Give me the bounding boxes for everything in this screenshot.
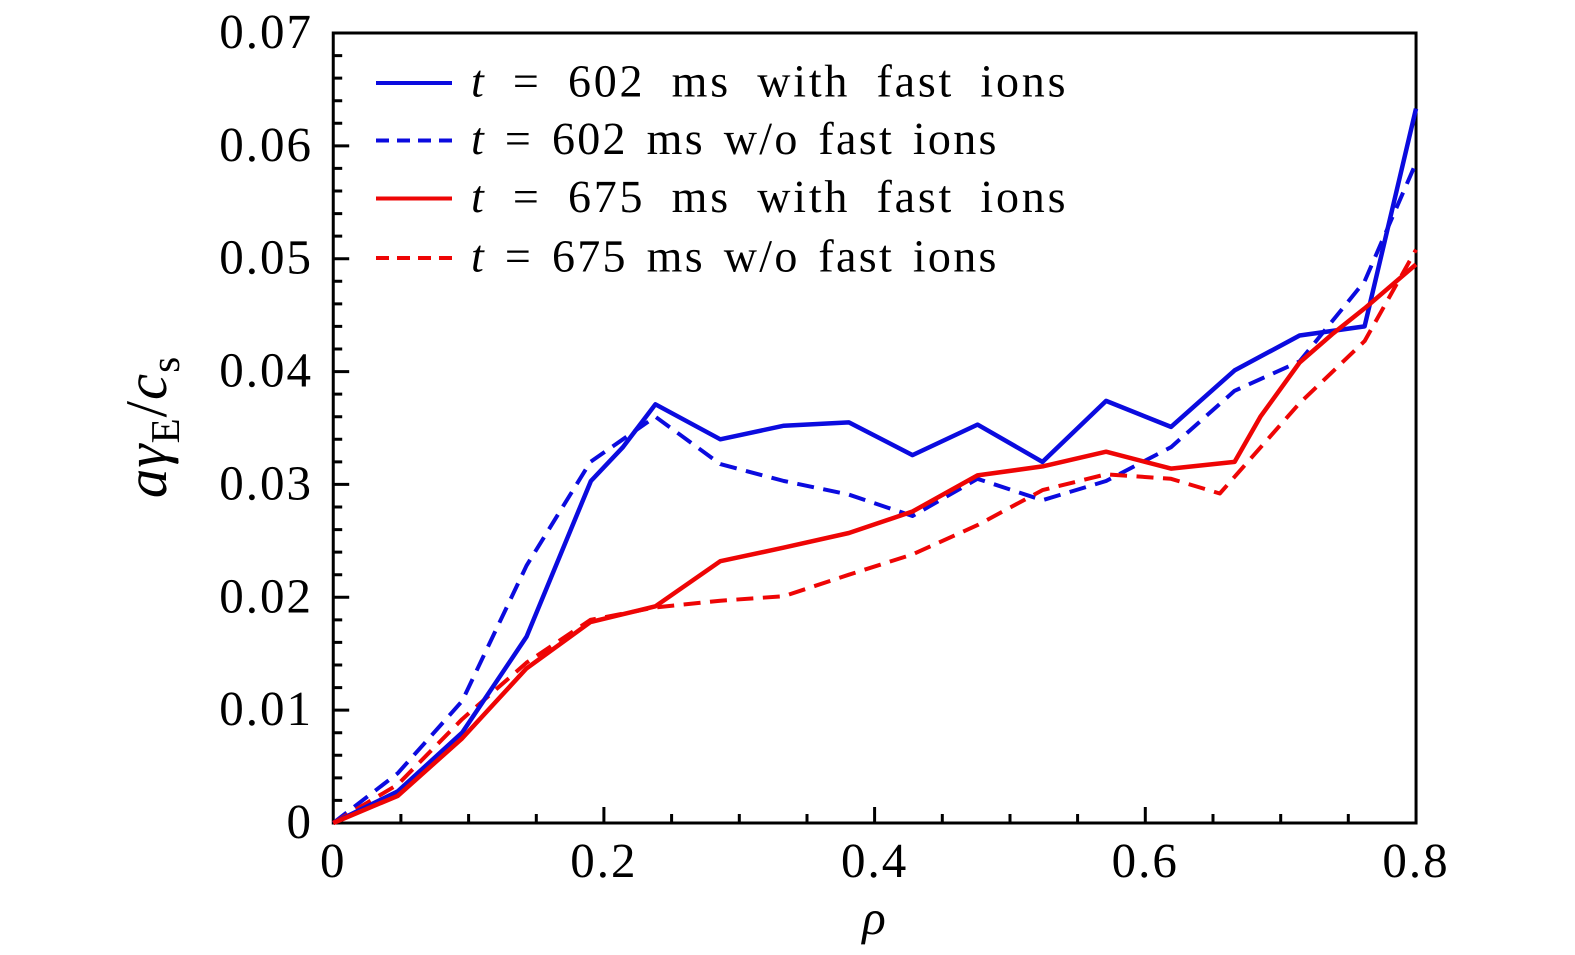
svg-text:0.2: 0.2 [570,833,637,888]
svg-text:aγE/cs: aγE/cs [113,356,188,498]
svg-text:0.01: 0.01 [219,681,313,736]
svg-text:t = 602 ms with fast ions: t = 602 ms with fast ions [471,56,1068,107]
svg-text:ρ: ρ [860,890,886,945]
svg-text:0.8: 0.8 [1382,833,1449,888]
svg-text:0.04: 0.04 [219,343,313,398]
svg-text:t = 675 ms with fast ions: t = 675 ms with fast ions [471,171,1068,222]
svg-text:t = 602 ms w/o fast ions: t = 602 ms w/o fast ions [471,113,999,164]
svg-text:0.02: 0.02 [219,568,313,623]
svg-text:0: 0 [287,794,314,849]
svg-text:0.06: 0.06 [219,117,313,172]
svg-text:0.07: 0.07 [219,4,313,59]
svg-text:0.6: 0.6 [1112,833,1179,888]
svg-text:t = 675 ms w/o fast ions: t = 675 ms w/o fast ions [471,231,999,282]
svg-text:0.4: 0.4 [841,833,908,888]
svg-text:0: 0 [320,833,347,888]
svg-text:0.05: 0.05 [219,230,313,285]
svg-text:0.03: 0.03 [219,455,313,510]
